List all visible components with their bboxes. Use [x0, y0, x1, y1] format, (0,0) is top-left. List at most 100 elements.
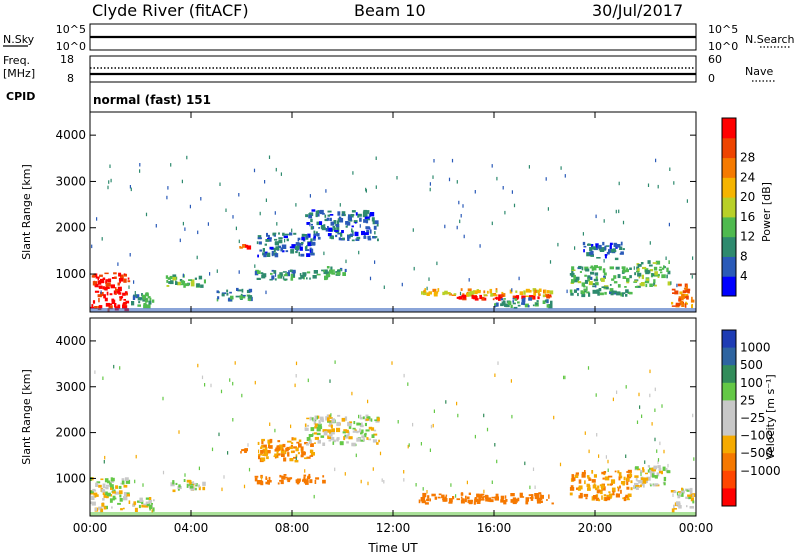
power-cell: [532, 288, 537, 292]
vel-cell: [267, 439, 272, 444]
vel-cell: [287, 452, 290, 457]
vel-cell: [175, 482, 178, 485]
power-cell: [98, 286, 103, 289]
vel-cell: [476, 500, 481, 504]
power-speck: [186, 155, 188, 160]
power-cell: [663, 265, 665, 269]
power-cell: [119, 274, 124, 279]
power-colorbar-tick: 4: [740, 269, 748, 283]
vel-speck: [358, 414, 360, 419]
vel-cell: [665, 467, 668, 473]
vel-cell: [485, 498, 488, 502]
power-cell: [444, 290, 448, 295]
power-cell: [471, 294, 474, 299]
vel-cell: [183, 479, 186, 482]
power-cell: [304, 246, 308, 250]
power-cell: [510, 304, 513, 309]
power-cell: [581, 294, 586, 298]
power-colorbar-swatch: [722, 236, 736, 257]
vel-cell: [686, 489, 690, 492]
power-cell: [634, 279, 639, 282]
vel-cell: [438, 493, 442, 496]
vel-cell: [577, 486, 581, 491]
power-speck: [647, 183, 650, 187]
vel-speck: [197, 363, 199, 368]
power-cell: [305, 249, 310, 251]
power-cell: [585, 268, 590, 272]
vel-region: [569, 469, 633, 502]
cpid-value: normal (fast) 151: [93, 93, 211, 107]
vel-cell: [294, 459, 299, 463]
power-cell: [679, 291, 683, 295]
power-cell: [599, 292, 604, 296]
power-cell: [347, 236, 350, 241]
power-cell: [106, 282, 111, 287]
power-cell: [589, 247, 593, 252]
vel-cell: [364, 422, 367, 427]
vel-cell: [268, 476, 271, 481]
freq-frame: [89, 55, 697, 83]
power-colorbar-tick: 12: [740, 230, 755, 244]
vel-cell: [306, 478, 309, 482]
power-cell: [353, 220, 358, 224]
vel-cell: [378, 439, 380, 443]
power-cell: [306, 222, 310, 225]
vel-cell: [314, 426, 318, 429]
power-speck: [134, 291, 136, 295]
power-cell: [675, 302, 680, 307]
vel-cell: [480, 498, 485, 501]
vel-cell: [583, 493, 589, 497]
power-cell: [286, 238, 289, 242]
vel-cell: [264, 450, 269, 455]
power-cell: [349, 235, 353, 238]
power-cell: [99, 274, 103, 277]
power-cell: [119, 297, 122, 301]
power-speck: [670, 281, 672, 285]
power-cell: [342, 213, 344, 216]
vel-speck: [229, 378, 231, 382]
vel-cell: [330, 436, 335, 441]
power-cell: [298, 251, 300, 257]
power-speck: [359, 224, 361, 228]
power-cell: [512, 295, 517, 299]
vel-speck: [657, 460, 659, 465]
vel-cell: [587, 477, 591, 479]
power-cell: [533, 291, 537, 296]
vel-cell: [692, 494, 694, 497]
power-cell: [639, 283, 644, 286]
power-cell: [259, 249, 263, 252]
power-cell: [659, 266, 662, 269]
power-cell: [356, 236, 361, 240]
beam-title: Beam 10: [354, 1, 426, 20]
power-cell: [92, 300, 96, 304]
vel-cell: [290, 445, 293, 448]
vel-cell: [336, 427, 341, 433]
power-cell: [104, 297, 108, 302]
vel-speck: [534, 485, 536, 489]
power-cell: [328, 269, 333, 274]
vel-speck: [290, 424, 292, 429]
power-cell: [588, 292, 591, 297]
power-cell: [603, 272, 607, 276]
power-cell: [674, 290, 679, 295]
vel-cell: [504, 495, 507, 499]
vel-speck: [269, 422, 271, 426]
power-cell: [642, 266, 647, 270]
nsearch-tick-top: 10^5: [708, 23, 738, 36]
power-colorbar-frame: [721, 117, 737, 297]
power-region: [569, 265, 633, 298]
power-speck: [323, 251, 325, 256]
power-cell: [316, 233, 320, 237]
power-speck: [107, 185, 109, 190]
power-cell: [330, 266, 333, 271]
vel-cell: [186, 479, 191, 483]
power-cell: [319, 221, 323, 225]
vel-cell: [317, 439, 321, 444]
vel-cell: [329, 417, 333, 419]
vel-cell: [627, 469, 632, 474]
power-cell: [619, 246, 623, 250]
power-cell: [546, 304, 550, 308]
vel-cell: [647, 469, 650, 473]
power-cell: [184, 283, 189, 287]
vel-cell: [303, 474, 307, 477]
